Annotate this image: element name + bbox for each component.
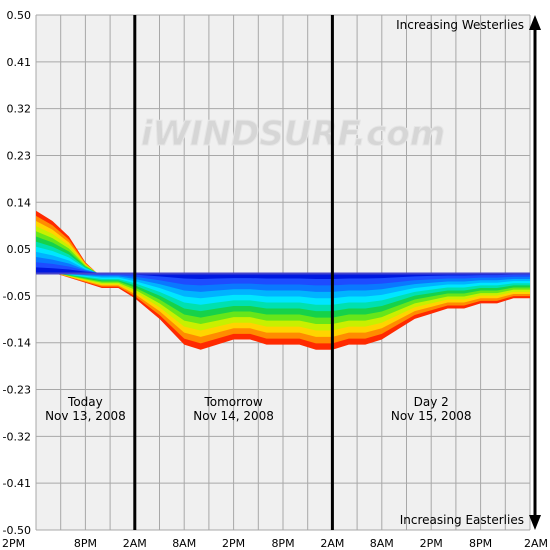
arrow-head-down <box>529 515 541 530</box>
x-tick-label: 2PM <box>2 537 25 550</box>
x-tick-label: 2AM <box>524 537 548 550</box>
y-tick-label: 0.41 <box>7 56 32 69</box>
x-tick-labels: 2PM 8PM 2AM 8AM 2PM 8PM 2AM 8AM 2PM 8PM 2AM <box>2 537 548 550</box>
y-tick-label: -0.50 <box>3 524 31 537</box>
day-date: Nov 14, 2008 <box>193 409 274 423</box>
y-tick-label: 0.05 <box>7 243 32 256</box>
y-tick-label: 0.50 <box>7 9 32 22</box>
watermark: iWINDSURF.com <box>140 114 445 155</box>
y-tick-label: -0.23 <box>3 384 31 397</box>
direction-arrow <box>529 15 541 530</box>
y-tick-label: 0.32 <box>7 103 32 116</box>
bottom-label: Increasing Easterlies <box>400 513 524 527</box>
y-tick-label: -0.05 <box>3 290 31 303</box>
x-tick-label: 8AM <box>370 537 394 550</box>
top-label: Increasing Westerlies <box>396 18 524 32</box>
day-name: Day 2 <box>414 395 449 409</box>
arrow-head-up <box>529 15 541 30</box>
y-tick-labels: 0.50 0.41 0.32 0.23 0.14 0.05 -0.05 -0.14 -0.23 -… <box>3 9 31 537</box>
x-tick-label: 8PM <box>74 537 97 550</box>
day-dividers <box>133 15 334 530</box>
day-name: Today <box>67 395 103 409</box>
x-tick-label: 2PM <box>222 537 245 550</box>
x-tick-label: 2AM <box>320 537 344 550</box>
watermark-text: iWINDSURF.com <box>141 114 445 154</box>
x-tick-label: 8PM <box>469 537 492 550</box>
x-tick-label: 2AM <box>123 537 147 550</box>
x-tick-label: 2PM <box>420 537 443 550</box>
y-tick-label: -0.32 <box>3 430 31 443</box>
y-tick-label: -0.14 <box>3 337 31 350</box>
day-date: Nov 15, 2008 <box>391 409 472 423</box>
x-tick-label: 8PM <box>271 537 294 550</box>
day-name: Tomorrow <box>203 395 262 409</box>
y-tick-label: 0.23 <box>7 149 32 162</box>
y-tick-label: -0.41 <box>3 477 31 490</box>
x-tick-label: 8AM <box>172 537 196 550</box>
day-date: Nov 13, 2008 <box>45 409 126 423</box>
y-tick-label: 0.14 <box>7 196 32 209</box>
